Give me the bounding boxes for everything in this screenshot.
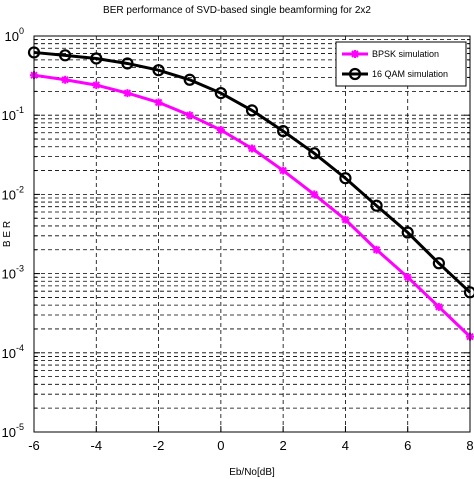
series-0 bbox=[30, 71, 474, 341]
data-point bbox=[154, 98, 163, 107]
data-point bbox=[92, 81, 101, 90]
x-tick-label: -6 bbox=[28, 438, 40, 453]
x-axis-label: Eb/No[dB] bbox=[229, 467, 275, 478]
data-point bbox=[279, 166, 288, 175]
data-point bbox=[248, 144, 256, 153]
y-tick-label: 100 bbox=[5, 26, 24, 44]
y-tick-mantissa: 10 bbox=[5, 29, 19, 44]
chart-title: BER performance of SVD-based single beam… bbox=[103, 5, 371, 16]
x-tick-label: 2 bbox=[280, 438, 287, 453]
x-tick-label: 6 bbox=[404, 438, 411, 453]
y-tick-exponent: 0 bbox=[19, 26, 24, 36]
legend-label: BPSK simulation bbox=[372, 49, 439, 59]
x-tick-label: 8 bbox=[466, 438, 473, 453]
plot-frame bbox=[33, 35, 471, 433]
legend-marker bbox=[348, 67, 362, 81]
data-point bbox=[339, 172, 352, 185]
data-point bbox=[152, 64, 165, 77]
x-tick-label: -4 bbox=[91, 438, 103, 453]
data-point bbox=[183, 73, 196, 86]
data-point bbox=[59, 49, 72, 62]
legend-marker bbox=[351, 50, 359, 58]
y-tick-mantissa: 10 bbox=[2, 425, 16, 440]
data-point bbox=[214, 87, 227, 100]
plot-area bbox=[34, 36, 470, 432]
y-tick-exponent: -3 bbox=[16, 264, 24, 274]
data-point bbox=[121, 57, 134, 70]
y-tick-label: 10-2 bbox=[2, 184, 24, 202]
y-tick-label: 10-1 bbox=[2, 105, 24, 123]
series-line bbox=[33, 50, 472, 294]
data-point bbox=[370, 199, 383, 212]
y-axis-label: B E R bbox=[2, 221, 13, 247]
x-tick-label: 0 bbox=[217, 438, 224, 453]
x-axis-ticks: -6 -4 -2 0 2 4 6 8 bbox=[28, 426, 474, 453]
y-tick-exponent: -4 bbox=[16, 343, 24, 353]
series-layer bbox=[27, 46, 474, 341]
data-point bbox=[245, 104, 259, 117]
data-point bbox=[61, 75, 70, 84]
data-point bbox=[434, 302, 443, 311]
y-tick-mantissa: 10 bbox=[2, 267, 16, 282]
data-point bbox=[401, 226, 414, 239]
data-point bbox=[216, 126, 225, 135]
y-tick-label: 10-5 bbox=[2, 422, 24, 440]
y-tick-mantissa: 10 bbox=[2, 108, 16, 123]
data-point bbox=[403, 273, 412, 282]
y-tick-label: 10-3 bbox=[2, 264, 24, 282]
y-tick-mantissa: 10 bbox=[2, 346, 16, 361]
data-point bbox=[123, 89, 132, 98]
data-point bbox=[90, 52, 103, 65]
y-tick-exponent: -1 bbox=[16, 105, 24, 115]
y-tick-exponent: -2 bbox=[16, 184, 24, 194]
legend-label: 16 QAM simulation bbox=[372, 69, 448, 79]
data-point bbox=[310, 190, 319, 199]
data-point bbox=[308, 147, 321, 160]
data-point bbox=[341, 215, 350, 224]
x-tick-label: -2 bbox=[153, 438, 165, 453]
data-point bbox=[277, 124, 290, 138]
y-tick-exponent: -5 bbox=[16, 422, 24, 432]
y-tick-mantissa: 10 bbox=[2, 187, 16, 202]
grid bbox=[33, 36, 471, 433]
data-point bbox=[372, 245, 381, 254]
x-tick-label: 4 bbox=[342, 438, 349, 453]
data-point bbox=[432, 257, 445, 270]
legend: BPSK simulation 16 QAM simulation bbox=[335, 41, 467, 87]
y-tick-label: 10-4 bbox=[2, 343, 24, 361]
data-point bbox=[185, 111, 194, 120]
